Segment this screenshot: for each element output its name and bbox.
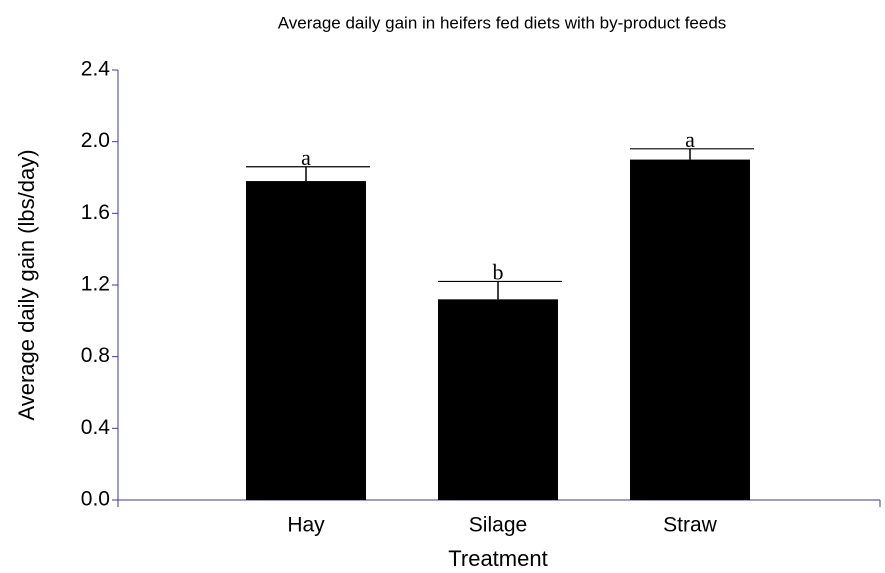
y-tick-label: 0.0	[81, 488, 110, 511]
chart-title: Average daily gain in heifers fed diets …	[278, 13, 727, 32]
x-axis-title: Treatment	[448, 546, 547, 571]
significance-letter: b	[493, 259, 504, 284]
y-tick-label: 0.8	[81, 344, 110, 367]
y-tick-label: 2.0	[81, 129, 110, 152]
significance-letter: a	[301, 145, 311, 170]
bar	[246, 181, 366, 501]
y-tick-label: 2.4	[81, 58, 111, 81]
y-tick-label: 0.4	[81, 416, 111, 439]
x-tick-label: Straw	[663, 514, 718, 537]
y-tick-label: 1.2	[81, 273, 110, 296]
y-axis-title: Average daily gain (lbs/day)	[14, 149, 39, 420]
y-tick-label: 1.6	[81, 201, 110, 224]
x-tick-label: Hay	[287, 514, 325, 537]
bar	[630, 159, 750, 501]
x-tick-label: Silage	[469, 514, 527, 537]
significance-letter: a	[685, 127, 695, 152]
bar	[438, 299, 558, 500]
